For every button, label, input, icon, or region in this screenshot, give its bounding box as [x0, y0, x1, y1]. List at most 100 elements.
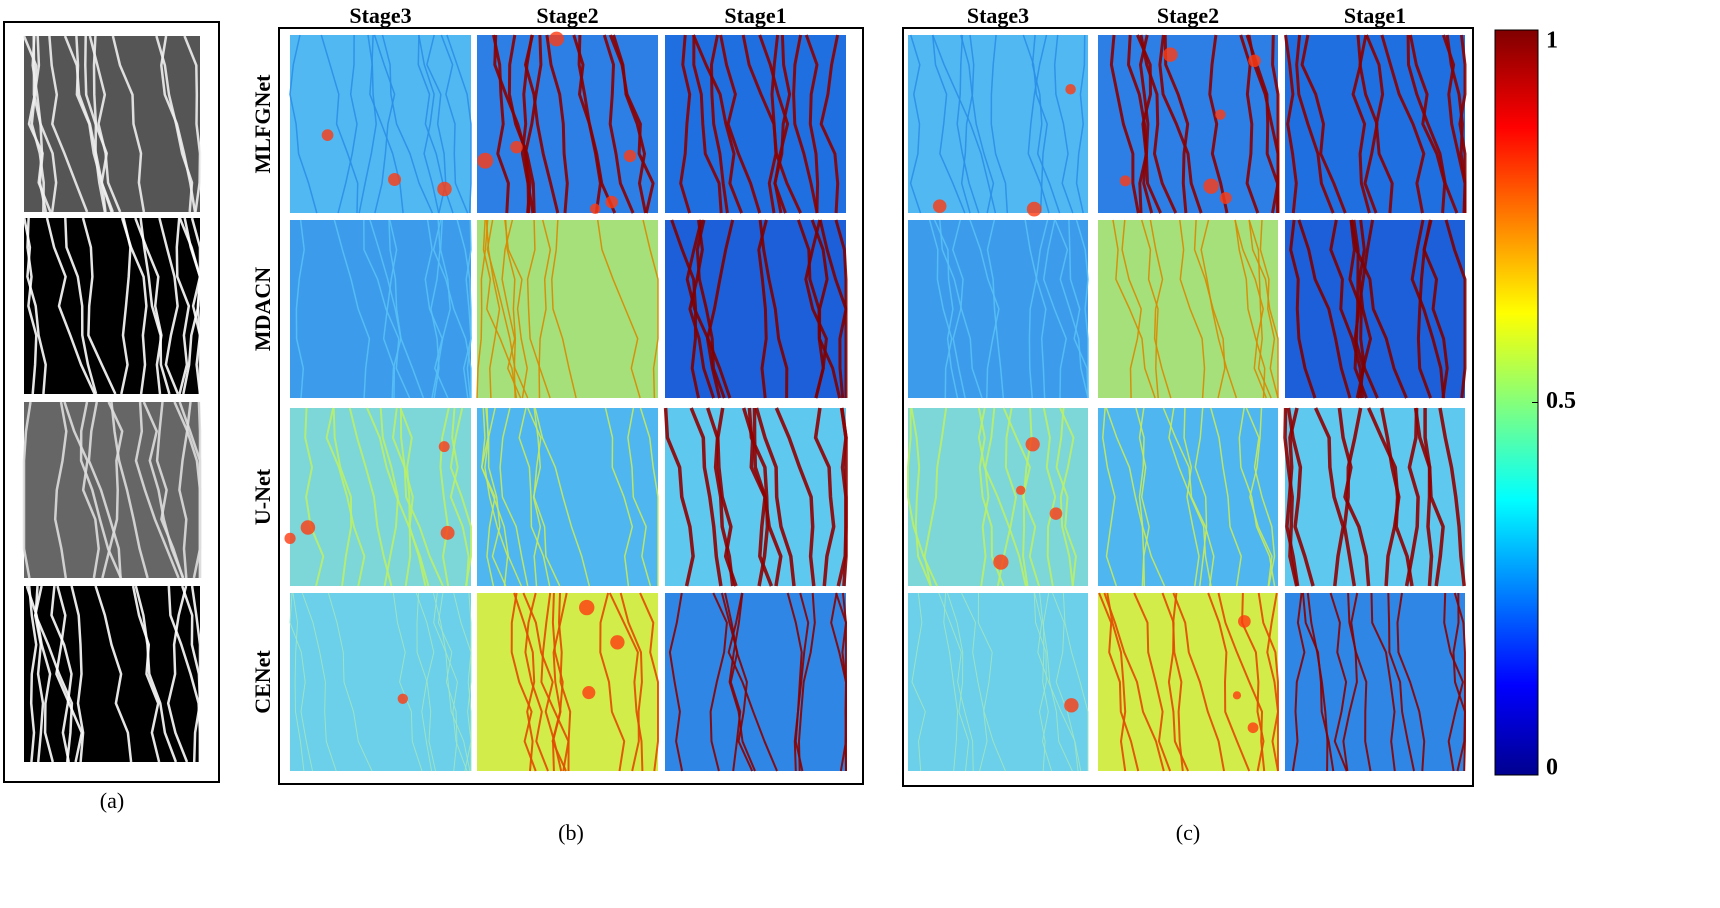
- vessel: [1059, 407, 1075, 587]
- vessel: [53, 401, 68, 579]
- vessel: [532, 407, 542, 587]
- vessel: [392, 592, 423, 772]
- vessel: [933, 219, 959, 399]
- vessel: [63, 401, 100, 579]
- vessel: [111, 35, 146, 213]
- vessel: [485, 219, 501, 399]
- vessel: [551, 592, 567, 772]
- column-header: Stage2: [536, 3, 598, 28]
- feature-map: [1098, 34, 1280, 214]
- hot-spot: [1065, 84, 1076, 95]
- colorbar: [1494, 29, 1539, 776]
- feature-map: [1098, 407, 1278, 587]
- feature-map: [289, 592, 472, 772]
- vessel: [1193, 219, 1226, 399]
- vessel: [596, 219, 641, 399]
- vessel: [433, 592, 471, 772]
- vessel: [175, 217, 191, 395]
- vessel: [134, 217, 163, 395]
- vessel: [1300, 34, 1347, 214]
- vessel: [931, 34, 966, 214]
- map-background: [1285, 408, 1465, 586]
- vessel: [332, 407, 353, 587]
- hot-spot: [300, 520, 316, 535]
- vessel: [608, 592, 644, 772]
- vessel: [1112, 219, 1156, 399]
- vessel: [178, 401, 202, 578]
- vessel: [599, 592, 626, 772]
- vessel: [1387, 592, 1415, 772]
- vessel: [45, 217, 96, 395]
- feature-map: [477, 407, 659, 587]
- map-background: [1098, 220, 1278, 398]
- vessel: [719, 34, 762, 214]
- hot-spot: [1232, 691, 1242, 700]
- vessel: [26, 217, 38, 395]
- vessel: [190, 217, 202, 394]
- caption: (a): [100, 788, 124, 813]
- vessel: [1353, 219, 1375, 399]
- vessel: [373, 34, 396, 214]
- feature-map: [289, 34, 472, 214]
- caption: (b): [558, 820, 584, 845]
- feature-map: [663, 407, 848, 587]
- vessel: [48, 35, 89, 213]
- feature-map: [23, 217, 202, 395]
- vessel: [1207, 592, 1251, 772]
- hot-spot: [1248, 54, 1261, 68]
- vessel: [910, 407, 932, 587]
- panel-c-frame: [902, 27, 1474, 787]
- vessel: [1286, 407, 1315, 587]
- vessel: [482, 219, 518, 399]
- vessel: [980, 407, 996, 587]
- vessel: [337, 34, 358, 214]
- vessel: [1075, 34, 1086, 214]
- panel-a-frame: [3, 21, 220, 783]
- vessel: [1380, 34, 1426, 214]
- vessel: [84, 35, 113, 213]
- vessel: [446, 34, 472, 214]
- vessel: [969, 219, 1000, 399]
- vessel: [134, 585, 178, 763]
- hot-spot: [1219, 192, 1232, 205]
- vessel: [416, 592, 436, 772]
- map-background: [290, 220, 471, 398]
- vessel: [1379, 407, 1401, 587]
- vessel: [956, 34, 980, 214]
- vessel: [679, 34, 692, 214]
- vessel: [476, 219, 489, 399]
- map-background: [477, 220, 658, 398]
- vessel: [663, 407, 695, 587]
- vessel: [504, 219, 528, 399]
- map-background: [290, 593, 471, 771]
- vessel: [418, 34, 440, 214]
- vessel: [1139, 34, 1178, 214]
- vessel: [545, 34, 569, 214]
- vessel: [81, 217, 117, 395]
- vessel: [741, 34, 802, 214]
- feature-map: [22, 401, 202, 579]
- caption: (c): [1176, 820, 1200, 845]
- vessel: [1259, 219, 1279, 399]
- vessel: [960, 34, 995, 214]
- vessel: [727, 592, 778, 772]
- vessel: [424, 219, 449, 399]
- hot-spot: [623, 149, 637, 163]
- vessel: [1248, 219, 1279, 398]
- hot-spot: [438, 441, 450, 453]
- vessel: [453, 592, 472, 772]
- vessel: [439, 407, 450, 587]
- vessel: [774, 407, 816, 587]
- vessel: [758, 34, 790, 214]
- hot-spot: [932, 199, 947, 213]
- vessel: [639, 592, 659, 772]
- vessel: [695, 219, 726, 399]
- vessel: [1444, 219, 1467, 399]
- vessel: [1245, 407, 1276, 587]
- vessel: [911, 592, 926, 772]
- vessel: [160, 35, 197, 213]
- vessel: [813, 407, 836, 587]
- vessel: [1289, 219, 1317, 399]
- vessel: [158, 217, 180, 395]
- vessel: [524, 34, 560, 214]
